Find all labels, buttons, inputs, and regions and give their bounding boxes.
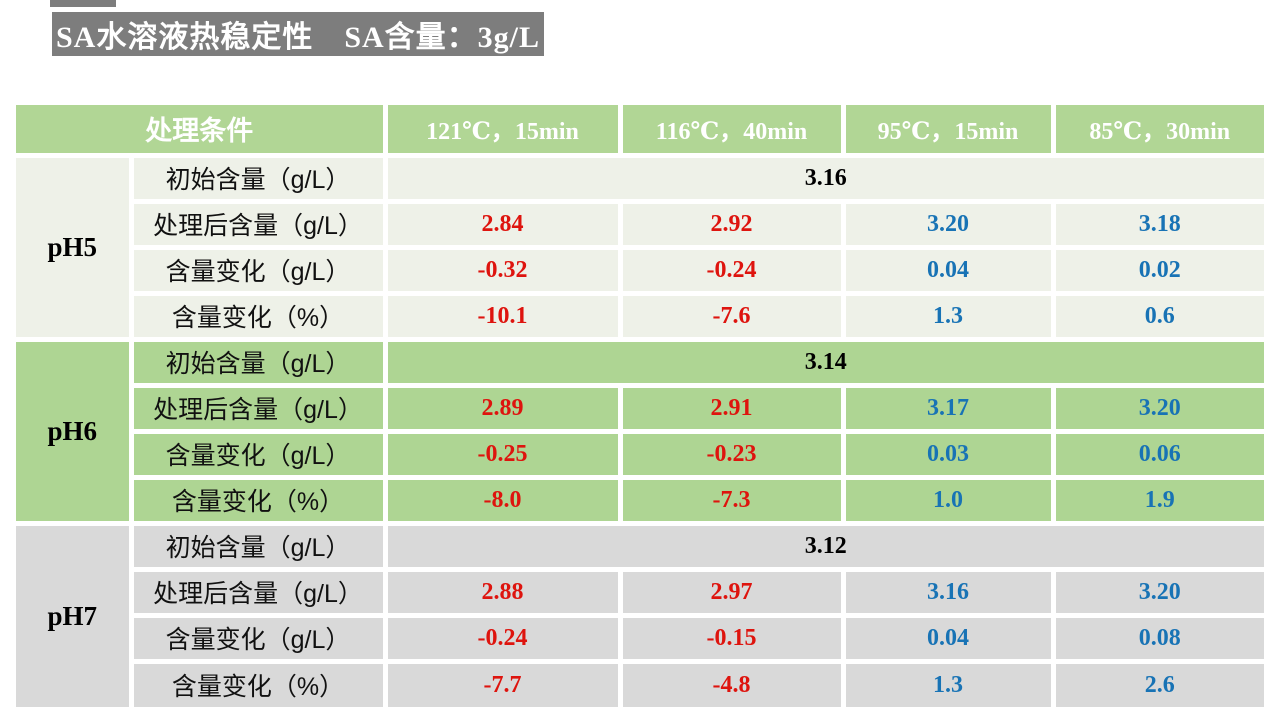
value-cell: 2.6 — [1050, 658, 1267, 710]
header-row: 处理条件 121℃，15min 116℃，40min 95℃，15min 85℃… — [13, 102, 1267, 158]
initial-value-cell: 3.16 — [382, 152, 1267, 204]
row-label: 处理后含量（g/L） — [128, 198, 388, 250]
value-cell: -7.6 — [617, 290, 846, 342]
value-cell: 0.04 — [840, 612, 1056, 664]
row-label: 含量变化（%） — [128, 474, 388, 526]
value-cell: 1.0 — [840, 474, 1056, 526]
value-cell: 3.20 — [840, 198, 1056, 250]
table-row: pH6 初始含量（g/L） 3.14 — [13, 336, 1267, 526]
row-label: 初始含量（g/L） — [128, 336, 388, 388]
value-cell: 3.20 — [1050, 382, 1267, 434]
table-row: 含量变化（g/L） -0.32 -0.24 0.04 0.02 — [16, 244, 1267, 296]
value-cell: 2.97 — [617, 566, 846, 618]
decorative-strip — [50, 0, 116, 7]
ph-label: pH6 — [13, 336, 134, 526]
value-cell: 0.02 — [1050, 244, 1267, 296]
table-row: pH7 初始含量（g/L） 3.12 — [13, 520, 1267, 710]
value-cell: 0.6 — [1050, 290, 1267, 342]
table-row: 处理后含量（g/L） 2.88 2.97 3.16 3.20 — [16, 566, 1267, 618]
value-cell: 3.18 — [1050, 198, 1267, 250]
value-cell: 1.3 — [840, 290, 1056, 342]
title-bar: SA水溶液热稳定性 SA含量：3g/L — [52, 12, 544, 56]
ph-label: pH7 — [13, 520, 134, 710]
header-col-95c: 95℃，15min — [840, 102, 1056, 158]
group-ph6: pH6 初始含量（g/L） 3.14 处理后含量（g/L） 2.89 2.91 … — [13, 336, 1267, 526]
value-cell: -7.3 — [617, 474, 846, 526]
value-cell: 1.9 — [1050, 474, 1267, 526]
header-condition: 处理条件 — [13, 102, 388, 158]
table-row: 处理后含量（g/L） 2.89 2.91 3.17 3.20 — [16, 382, 1267, 434]
value-cell: -0.15 — [617, 612, 846, 664]
value-cell: 0.03 — [840, 428, 1056, 480]
header-col-121c: 121℃，15min — [382, 102, 623, 158]
value-cell: 2.91 — [617, 382, 846, 434]
row-label: 处理后含量（g/L） — [128, 382, 388, 434]
value-cell: 3.20 — [1050, 566, 1267, 618]
row-label: 含量变化（g/L） — [128, 428, 388, 480]
slide-title: SA水溶液热稳定性 SA含量：3g/L — [55, 21, 541, 54]
row-label: 含量变化（g/L） — [128, 244, 388, 296]
value-cell: 3.17 — [840, 382, 1056, 434]
value-cell: -10.1 — [382, 290, 623, 342]
row-label: 含量变化（%） — [128, 290, 388, 342]
value-cell: -0.25 — [382, 428, 623, 480]
stability-table: 处理条件 121℃，15min 116℃，40min 95℃，15min 85℃… — [13, 102, 1267, 710]
value-cell: -8.0 — [382, 474, 623, 526]
value-cell: -0.32 — [382, 244, 623, 296]
table-row: 处理后含量（g/L） 2.84 2.92 3.20 3.18 — [16, 198, 1267, 250]
ph-label: pH5 — [13, 152, 134, 342]
table-row: 含量变化（g/L） -0.24 -0.15 0.04 0.08 — [16, 612, 1267, 664]
header-col-85c: 85℃，30min — [1050, 102, 1267, 158]
row-label: 初始含量（g/L） — [128, 520, 388, 572]
value-cell: 0.08 — [1050, 612, 1267, 664]
value-cell: 2.84 — [382, 198, 623, 250]
value-cell: -7.7 — [382, 658, 623, 710]
initial-value-cell: 3.14 — [382, 336, 1267, 388]
value-cell: 3.16 — [840, 566, 1056, 618]
table-row: 含量变化（%） -8.0 -7.3 1.0 1.9 — [16, 474, 1267, 526]
value-cell: 2.92 — [617, 198, 846, 250]
row-label: 含量变化（g/L） — [128, 612, 388, 664]
value-cell: -0.24 — [617, 244, 846, 296]
value-cell: -0.23 — [617, 428, 846, 480]
row-label: 处理后含量（g/L） — [128, 566, 388, 618]
table-row: 含量变化（%） -7.7 -4.8 1.3 2.6 — [16, 658, 1267, 710]
value-cell: 0.06 — [1050, 428, 1267, 480]
header-col-116c: 116℃，40min — [617, 102, 846, 158]
value-cell: -4.8 — [617, 658, 846, 710]
row-label: 含量变化（%） — [128, 658, 388, 710]
value-cell: -0.24 — [382, 612, 623, 664]
group-ph5: pH5 初始含量（g/L） 3.16 处理后含量（g/L） 2.84 2.92 … — [13, 152, 1267, 342]
value-cell: 1.3 — [840, 658, 1056, 710]
table-row: 含量变化（%） -10.1 -7.6 1.3 0.6 — [16, 290, 1267, 342]
table-row: pH5 初始含量（g/L） 3.16 — [13, 152, 1267, 342]
group-ph7: pH7 初始含量（g/L） 3.12 处理后含量（g/L） 2.88 2.97 … — [13, 520, 1267, 710]
table-row: 含量变化（g/L） -0.25 -0.23 0.03 0.06 — [16, 428, 1267, 480]
value-cell: 2.88 — [382, 566, 623, 618]
value-cell: 0.04 — [840, 244, 1056, 296]
row-label: 初始含量（g/L） — [128, 152, 388, 204]
initial-value-cell: 3.12 — [382, 520, 1267, 572]
value-cell: 2.89 — [382, 382, 623, 434]
